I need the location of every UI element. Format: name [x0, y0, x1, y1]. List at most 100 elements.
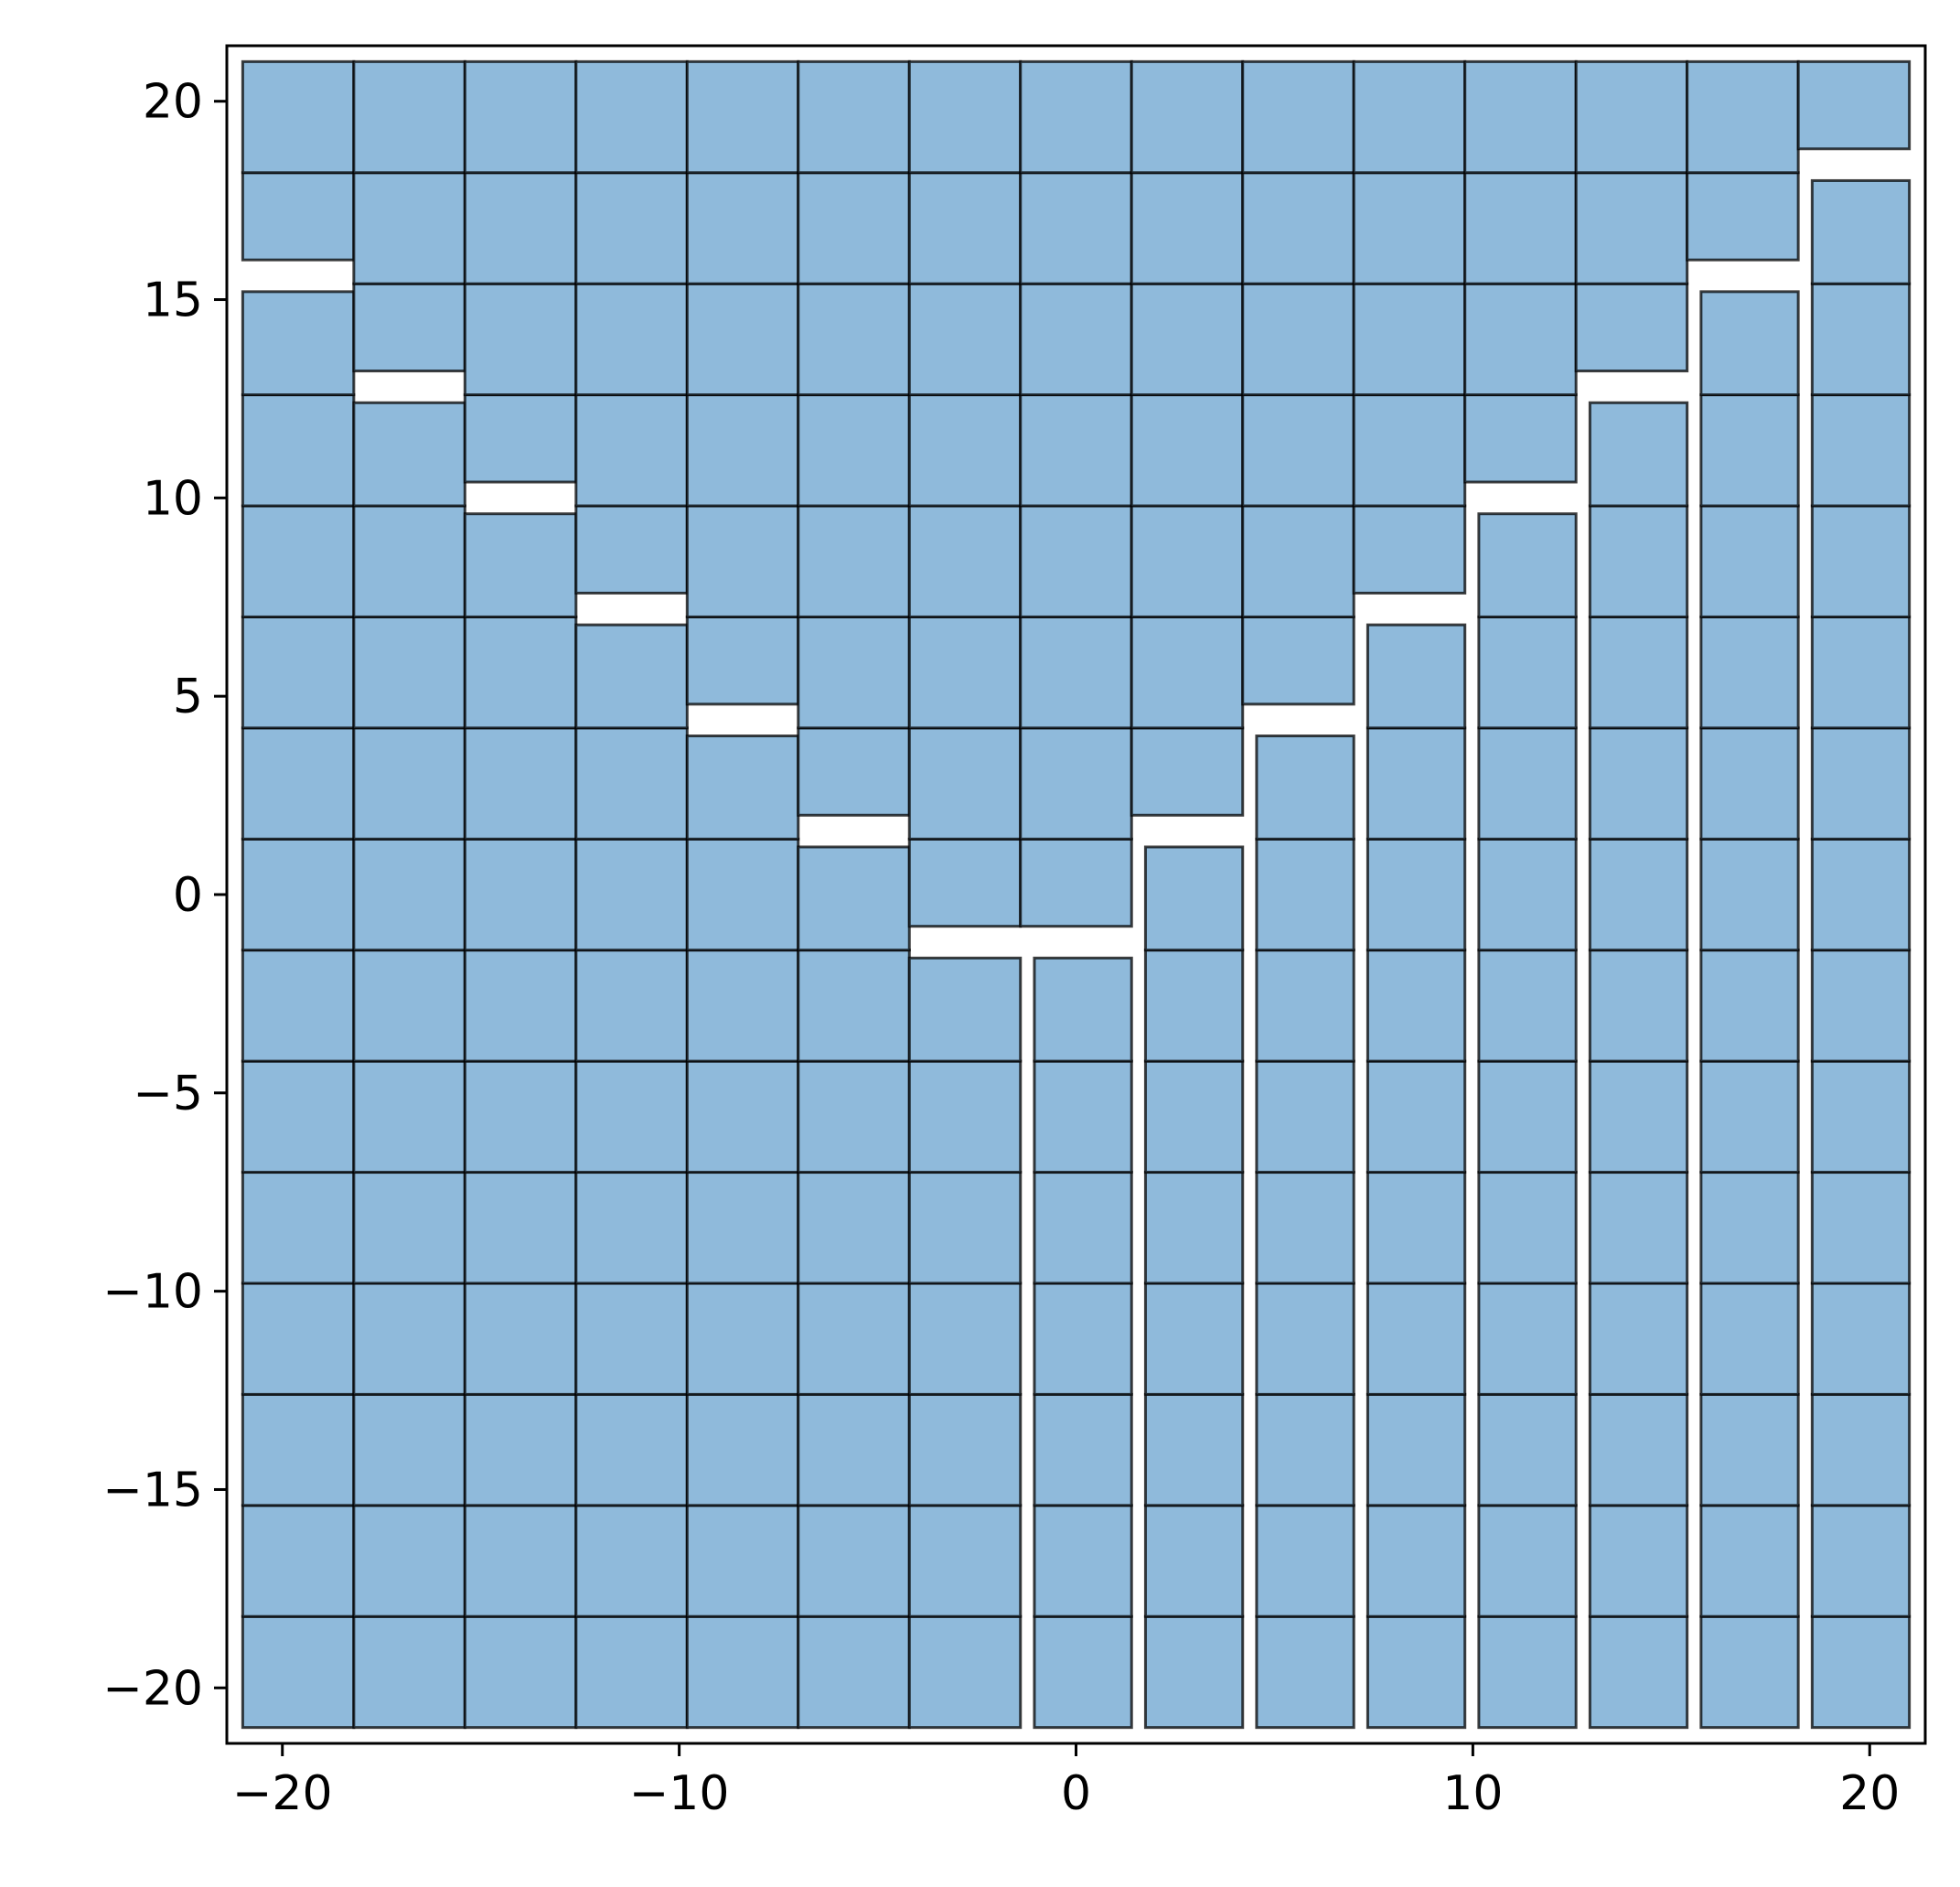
tile-216 — [1810, 949, 1912, 1063]
tile-152 — [1366, 1392, 1467, 1507]
tile-180 — [1588, 1614, 1689, 1730]
tile-174 — [1477, 615, 1578, 730]
tile-58 — [574, 726, 689, 841]
tile-206 — [1699, 393, 1800, 508]
tile-17 — [352, 59, 466, 175]
tile-64 — [685, 171, 800, 285]
tile-5 — [241, 1281, 356, 1396]
tile-66 — [685, 1614, 800, 1730]
tile-142 — [1255, 837, 1355, 952]
tile-215 — [1810, 1059, 1912, 1174]
tile-171 — [1477, 949, 1578, 1063]
tile-155 — [1366, 1059, 1467, 1174]
tile-72 — [685, 949, 800, 1063]
tile-54 — [574, 1171, 689, 1285]
tile-100 — [907, 1392, 1023, 1507]
tile-219 — [1810, 615, 1912, 730]
tile-108 — [1033, 1281, 1133, 1396]
tile-32 — [463, 171, 578, 285]
tile-123 — [1143, 1281, 1245, 1396]
tile-193 — [1574, 171, 1689, 285]
tile-131 — [1130, 393, 1245, 508]
tile-211 — [1810, 1504, 1912, 1618]
tile-83 — [797, 1504, 911, 1618]
y-tick-label: −20 — [102, 1661, 203, 1716]
tile-163 — [1352, 171, 1467, 285]
tile-2 — [241, 1614, 356, 1730]
tile-161 — [1352, 393, 1467, 508]
tile-170 — [1477, 1059, 1578, 1174]
tile-188 — [1588, 726, 1689, 841]
tile-128 — [1130, 726, 1245, 817]
tile-196 — [1699, 1504, 1800, 1618]
tile-45 — [574, 504, 689, 595]
tile-134 — [1130, 59, 1245, 175]
tile-165 — [1477, 1614, 1578, 1730]
tile-194 — [1574, 59, 1689, 175]
tile-25 — [352, 837, 466, 952]
tile-14 — [241, 290, 356, 397]
tile-117 — [1019, 282, 1133, 397]
x-tick-label: 20 — [1839, 1766, 1900, 1821]
tile-102 — [907, 1171, 1023, 1285]
tile-222 — [1810, 282, 1912, 397]
tile-101 — [907, 1281, 1023, 1396]
tile-49 — [574, 59, 689, 175]
x-tick-label: 0 — [1061, 1766, 1091, 1821]
tile-62 — [685, 393, 800, 508]
tile-166 — [1477, 1504, 1578, 1618]
tile-221 — [1810, 393, 1912, 508]
tile-46 — [574, 393, 689, 508]
tile-16 — [352, 171, 466, 285]
tile-70 — [685, 1171, 800, 1285]
tile-95 — [907, 282, 1023, 397]
tile-122 — [1143, 1392, 1245, 1507]
tile-60 — [685, 615, 800, 706]
tile-3 — [241, 1504, 356, 1618]
tile-218 — [1810, 726, 1912, 841]
tile-99 — [907, 1504, 1023, 1618]
tile-30 — [463, 393, 578, 484]
y-tick-label: 20 — [143, 75, 203, 130]
tile-150 — [1366, 1614, 1467, 1730]
tile-195 — [1699, 1614, 1800, 1730]
tile-173 — [1477, 726, 1578, 841]
tile-159 — [1366, 623, 1467, 730]
tile-0 — [241, 171, 356, 262]
tile-21 — [352, 1281, 466, 1396]
x-tick-label: −10 — [629, 1766, 730, 1821]
tile-69 — [685, 1281, 800, 1396]
y-tick-label: −5 — [133, 1067, 203, 1121]
tile-77 — [797, 504, 911, 618]
tile-89 — [797, 845, 911, 952]
tile-103 — [907, 1059, 1023, 1174]
plot-area — [241, 59, 1912, 1730]
tile-34 — [463, 1614, 578, 1730]
tile-81 — [797, 59, 911, 175]
tile-12 — [241, 504, 356, 618]
tile-200 — [1699, 1059, 1800, 1174]
tile-97 — [907, 59, 1023, 175]
tile-144 — [1241, 615, 1355, 706]
tile-189 — [1588, 615, 1689, 730]
tile-149 — [1241, 59, 1355, 175]
tile-120 — [1143, 1614, 1245, 1730]
tile-124 — [1143, 1171, 1245, 1285]
tile-139 — [1255, 1171, 1355, 1285]
tile-44 — [463, 512, 578, 618]
tile-156 — [1366, 949, 1467, 1063]
tile-209 — [1686, 59, 1800, 175]
tile-8 — [241, 949, 356, 1063]
tile-78 — [797, 393, 911, 508]
y-tick-label: −15 — [102, 1463, 203, 1517]
tile-202 — [1699, 837, 1800, 952]
tile-28 — [352, 504, 466, 618]
tile-177 — [1463, 282, 1578, 397]
tile-224 — [1796, 59, 1912, 151]
tile-76 — [797, 615, 911, 730]
tile-168 — [1477, 1281, 1578, 1396]
tile-179 — [1463, 59, 1578, 175]
tile-205 — [1699, 504, 1800, 618]
tile-35 — [463, 1504, 578, 1618]
